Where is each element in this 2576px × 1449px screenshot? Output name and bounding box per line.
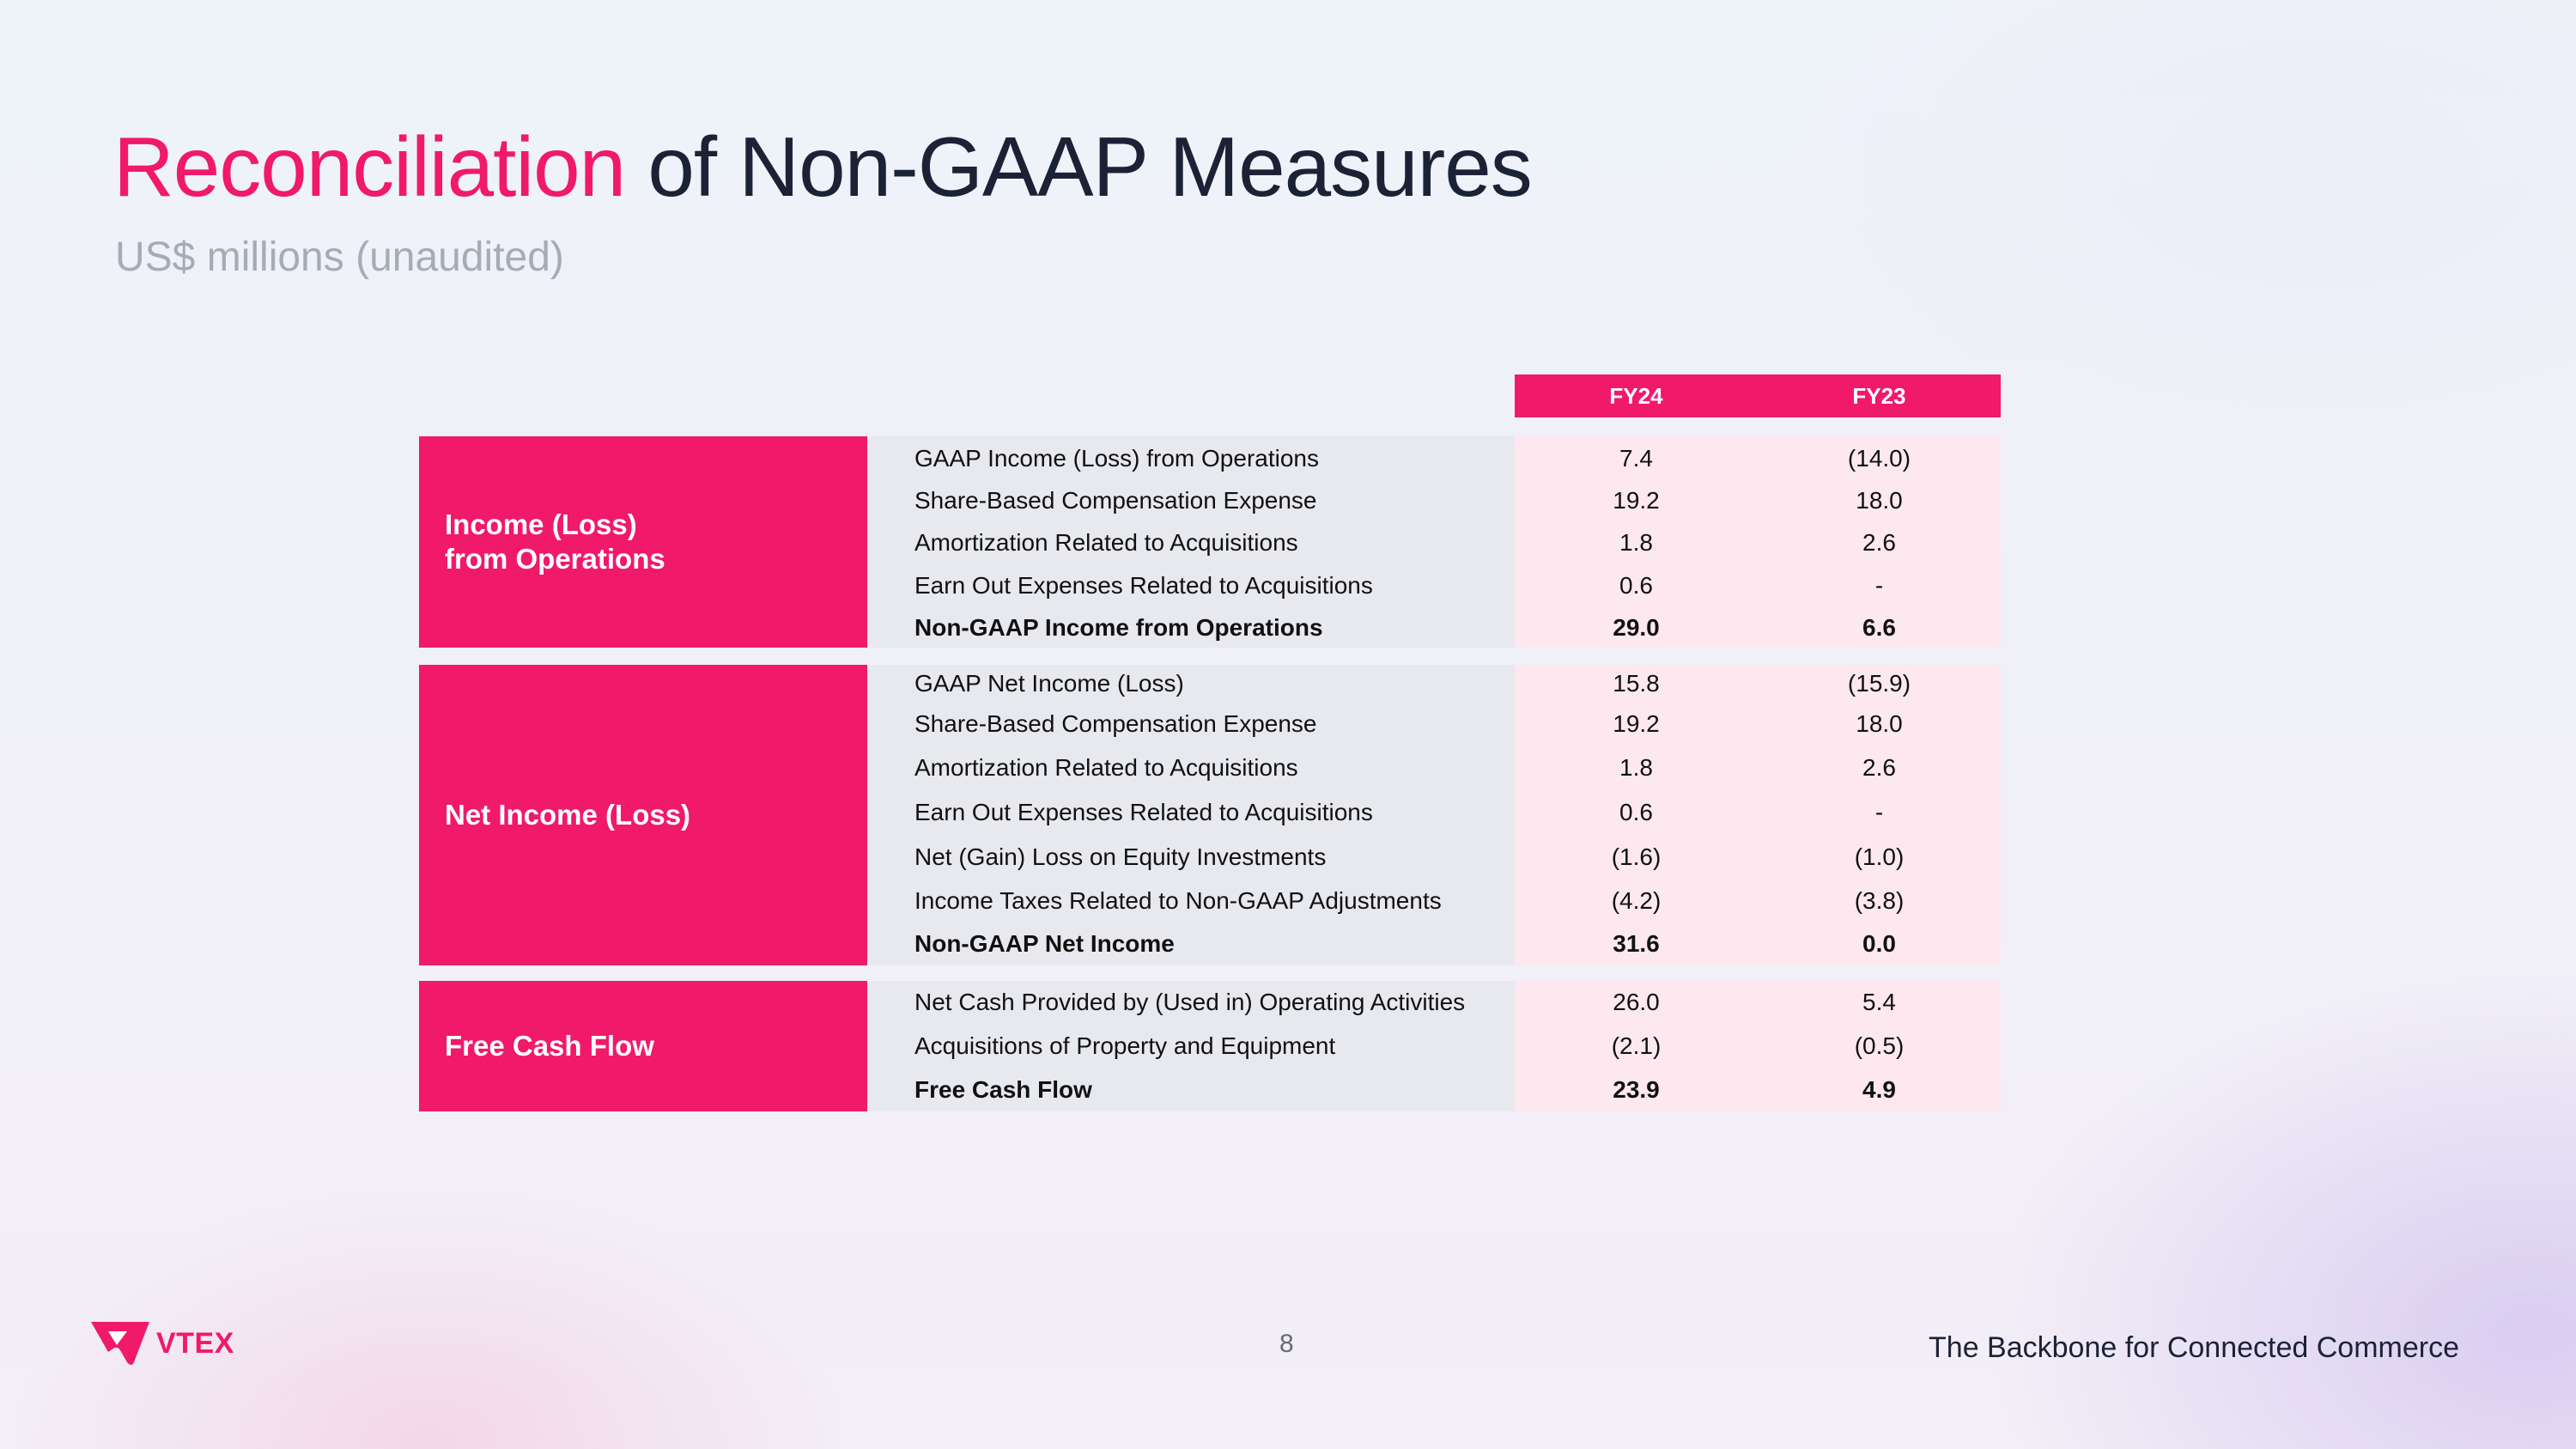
row-label: Income Taxes Related to Non-GAAP Adjustm… bbox=[914, 887, 1442, 914]
cell-fy24: 19.2 bbox=[1613, 710, 1660, 737]
values-column: 15.8 (15.9) 19.2 18.0 1.8 2.6 0.6 - (1.6) (1.0) (4… bbox=[1515, 665, 2001, 965]
cell-fy24: 7.4 bbox=[1619, 445, 1653, 472]
cell-fy24: 29.0 bbox=[1613, 614, 1660, 641]
title-rest: of Non-GAAP Measures bbox=[625, 119, 1532, 214]
page-title: Reconciliation of Non-GAAP Measures bbox=[113, 119, 1533, 216]
row-label: Non-GAAP Income from Operations bbox=[914, 614, 1323, 641]
vtex-logo-icon bbox=[91, 1322, 149, 1365]
cell-fy24: (1.6) bbox=[1611, 843, 1662, 870]
row-label: Share-Based Compensation Expense bbox=[914, 710, 1317, 737]
row-label: Amortization Related to Acquisitions bbox=[914, 754, 1298, 781]
cell-fy24: 23.9 bbox=[1613, 1076, 1660, 1103]
cell-fy24: 26.0 bbox=[1613, 989, 1660, 1015]
cell-fy23: 2.6 bbox=[1862, 529, 1896, 556]
cell-fy23: (15.9) bbox=[1847, 670, 1911, 697]
vtex-logo: VTEX bbox=[89, 1319, 234, 1367]
cell-fy24: 1.8 bbox=[1619, 754, 1653, 781]
cell-fy23: - bbox=[1874, 799, 1884, 825]
cell-fy23: 6.6 bbox=[1862, 614, 1896, 641]
group-label: Income (Loss) from Operations bbox=[419, 436, 867, 648]
group-label-line: Free Cash Flow bbox=[445, 1030, 654, 1062]
row-label: Free Cash Flow bbox=[914, 1076, 1092, 1103]
cell-fy23: 0.0 bbox=[1862, 930, 1896, 957]
reconciliation-table: FY24 FY23 Income (Loss) from Operations GA… bbox=[419, 374, 2001, 1111]
row-label: Non-GAAP Net Income bbox=[914, 930, 1175, 957]
description-column: Net Cash Provided by (Used in) Operating… bbox=[867, 981, 1515, 1111]
row-label: GAAP Net Income (Loss) bbox=[914, 670, 1184, 697]
values-column: 26.0 5.4 (2.1) (0.5) 23.9 4.9 bbox=[1515, 981, 2001, 1111]
column-header-fy24: FY24 bbox=[1515, 374, 1758, 417]
description-column: GAAP Net Income (Loss) Share-Based Compen… bbox=[867, 665, 1515, 965]
cell-fy23: (0.5) bbox=[1854, 1032, 1905, 1059]
logo-text: VTEX bbox=[156, 1326, 234, 1360]
group-label-line: from Operations bbox=[445, 543, 665, 575]
cell-fy23: 2.6 bbox=[1862, 754, 1896, 781]
group-label-line: Net Income (Loss) bbox=[445, 799, 691, 831]
cell-fy24: 19.2 bbox=[1613, 487, 1660, 514]
table-group: Net Income (Loss) GAAP Net Income (Loss) S… bbox=[419, 665, 2001, 965]
page-number: 8 bbox=[1279, 1330, 1294, 1358]
group-label-line: Income (Loss) bbox=[445, 508, 637, 540]
row-label: Net (Gain) Loss on Equity Investments bbox=[914, 843, 1327, 870]
group-label: Net Income (Loss) bbox=[419, 665, 867, 965]
header-spacer bbox=[419, 374, 1515, 417]
cell-fy23: (3.8) bbox=[1854, 887, 1905, 914]
table-group: Income (Loss) from Operations GAAP Income … bbox=[419, 436, 2001, 648]
cell-fy24: (2.1) bbox=[1611, 1032, 1662, 1059]
row-label: GAAP Income (Loss) from Operations bbox=[914, 445, 1319, 472]
row-label: Share-Based Compensation Expense bbox=[914, 487, 1317, 514]
title-accent: Reconciliation bbox=[113, 119, 626, 214]
cell-fy23: 18.0 bbox=[1856, 487, 1903, 514]
column-header-fy23: FY23 bbox=[1758, 374, 2001, 417]
cell-fy24: (4.2) bbox=[1611, 887, 1662, 914]
cell-fy23: (1.0) bbox=[1854, 843, 1905, 870]
cell-fy23: - bbox=[1874, 572, 1884, 599]
cell-fy23: (14.0) bbox=[1847, 445, 1911, 472]
cell-fy24: 1.8 bbox=[1619, 529, 1653, 556]
cell-fy24: 15.8 bbox=[1613, 670, 1660, 697]
table-group: Free Cash Flow Net Cash Provided by (Used… bbox=[419, 981, 2001, 1111]
values-column: 7.4 (14.0) 19.2 18.0 1.8 2.6 0.6 - 29.0 6.6 bbox=[1515, 436, 2001, 648]
cell-fy23: 5.4 bbox=[1862, 989, 1896, 1015]
cell-fy23: 4.9 bbox=[1862, 1076, 1896, 1103]
row-label: Earn Out Expenses Related to Acquisition… bbox=[914, 572, 1373, 599]
row-label: Acquisitions of Property and Equipment bbox=[914, 1032, 1336, 1059]
cell-fy24: 0.6 bbox=[1619, 799, 1653, 825]
row-label: Earn Out Expenses Related to Acquisition… bbox=[914, 799, 1373, 825]
page-subtitle: US$ millions (unaudited) bbox=[115, 234, 564, 280]
group-label: Free Cash Flow bbox=[419, 981, 867, 1111]
description-column: GAAP Income (Loss) from Operations Share-… bbox=[867, 436, 1515, 648]
cell-fy24: 0.6 bbox=[1619, 572, 1653, 599]
footer-tagline: The Backbone for Connected Commerce bbox=[1929, 1331, 2459, 1364]
table-header-row: FY24 FY23 bbox=[419, 374, 2001, 417]
row-label: Amortization Related to Acquisitions bbox=[914, 529, 1298, 556]
cell-fy24: 31.6 bbox=[1613, 930, 1660, 957]
cell-fy23: 18.0 bbox=[1856, 710, 1903, 737]
row-label: Net Cash Provided by (Used in) Operating… bbox=[914, 989, 1466, 1015]
